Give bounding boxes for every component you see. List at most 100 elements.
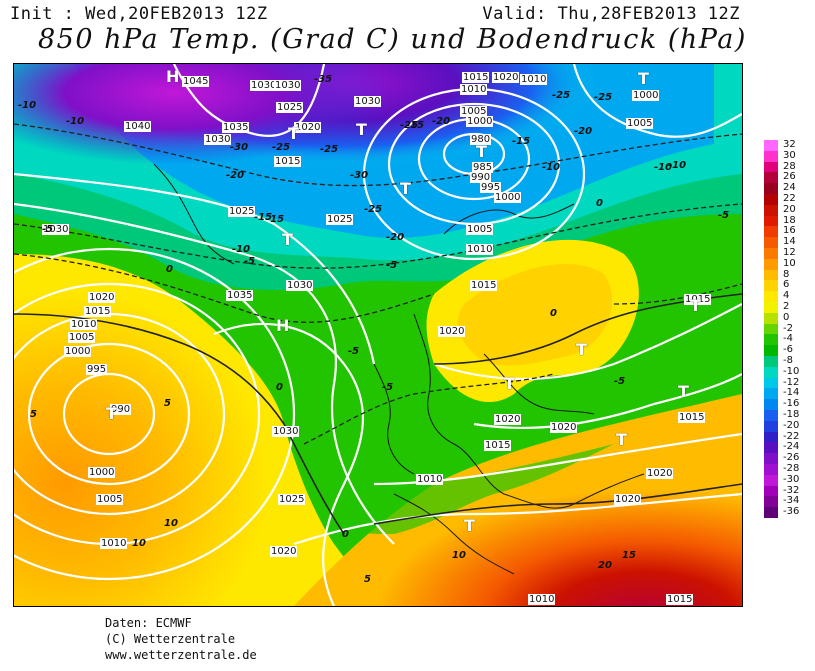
scale-label: 6	[783, 279, 790, 291]
scale-swatch	[764, 356, 778, 368]
website: www.wetterzentrale.de	[105, 648, 257, 662]
isotherm-label: 10	[164, 518, 178, 529]
isobar-label: 980	[470, 134, 492, 145]
scale-label: -36	[783, 506, 800, 518]
isobar-label: 1000	[632, 90, 660, 101]
isotherm-label: -10	[668, 160, 687, 171]
isobar-label: 1020	[494, 414, 522, 425]
isobar-label: 1015	[666, 594, 694, 605]
isobar-label: 1010	[100, 538, 128, 549]
isobar-label: 1025	[278, 494, 306, 505]
isobar-label: 1015	[678, 412, 706, 423]
isotherm-label: 0	[276, 382, 283, 393]
isobar-label: 995	[480, 182, 502, 193]
scale-swatch	[764, 431, 778, 443]
isobar-label: 1005	[96, 494, 124, 505]
scale-swatch	[764, 280, 778, 292]
isobar-label: 1020	[646, 468, 674, 479]
scale-swatch	[764, 150, 778, 163]
scale-swatch	[764, 323, 778, 335]
isobar-label: 1035	[222, 122, 250, 133]
scale-swatch	[764, 420, 778, 433]
isotherm-labels: -10 -10 -35 -30 -25 -25 -20 -15 -25 -25 …	[14, 64, 742, 606]
low-pressure-center: T	[282, 230, 293, 249]
scale-swatch	[764, 258, 778, 271]
isobar-label: 1015	[84, 306, 112, 317]
map-title: 850 hPa Temp. (Grad C) und Bodendruck (h…	[38, 24, 747, 55]
scale-swatch	[764, 302, 778, 314]
isobar-label: 1020	[438, 326, 466, 337]
isobar-label: 1000	[466, 116, 494, 127]
scale-swatch	[764, 366, 778, 379]
isotherm-label: -25	[594, 92, 613, 103]
isobar-label: 1025	[326, 214, 354, 225]
isobar-label: 985	[472, 162, 494, 173]
isobar-label: 1020	[88, 292, 116, 303]
isotherm-label: 5	[164, 398, 171, 409]
isobar-label: 1035	[226, 290, 254, 301]
scale-label: -6	[783, 344, 793, 356]
isotherm-label: 10	[452, 550, 466, 561]
scale-swatch	[764, 237, 778, 249]
isobar-label: 1005	[626, 118, 654, 129]
scale-label: -14	[783, 387, 800, 399]
isobar-label: 1000	[64, 346, 92, 357]
isotherm-label: -15	[266, 214, 285, 225]
scale-label: 22	[783, 193, 796, 204]
scale-label: -4	[783, 333, 793, 345]
scale-label: 30	[783, 149, 796, 161]
isotherm-label: -5	[614, 376, 626, 387]
isotherm-label: -5	[348, 346, 360, 357]
scale-swatch	[764, 204, 778, 217]
scale-label: 24	[783, 182, 796, 194]
low-pressure-center: T	[400, 179, 411, 198]
scale-swatch	[764, 485, 778, 497]
isotherm-label: -15	[406, 120, 425, 131]
isotherm-label: -10	[18, 100, 37, 111]
isotherm-label: 0	[166, 264, 173, 275]
scale-label: -22	[783, 430, 800, 442]
footer-credits: Daten: ECMWF (C) Wetterzentrale www.wett…	[105, 615, 257, 663]
scale-swatch	[764, 269, 778, 281]
isotherm-label: -25	[272, 142, 291, 153]
scale-swatch	[764, 291, 778, 303]
data-source: Daten: ECMWF	[105, 616, 192, 630]
scale-label: 32	[783, 139, 796, 150]
scale-label: -30	[783, 473, 800, 485]
isotherm-label: -15	[254, 212, 273, 223]
scale-label: 28	[783, 160, 796, 172]
scale-label: 2	[783, 301, 790, 312]
isobar-label: 990	[470, 172, 492, 183]
isobar-label: 1020	[550, 422, 578, 433]
scale-swatch	[764, 464, 778, 476]
isotherm-label: -25	[400, 120, 419, 131]
scale-label: -10	[783, 365, 800, 377]
isobar-label: 1030	[42, 224, 70, 235]
isobar-label: 1030	[250, 80, 278, 91]
isobar-label: 1015	[684, 294, 712, 305]
scale-swatch	[764, 194, 778, 206]
isotherm-label: 0	[596, 198, 603, 209]
scale-label: 4	[783, 290, 790, 302]
isobar-label: 1015	[462, 72, 490, 83]
isobar-label: 1020	[614, 494, 642, 505]
isobar-label: 1020	[270, 546, 298, 557]
isotherm-label: 20	[598, 560, 612, 571]
isotherm-label: -10	[542, 162, 561, 173]
isotherm-label: 10	[132, 538, 146, 549]
scale-swatch	[764, 215, 778, 227]
scale-swatch	[764, 410, 778, 422]
isotherm-label: -35	[314, 74, 333, 85]
pressure-centers: H H T T T T T T T T T T T T T	[14, 64, 742, 606]
isotherm-label: -30	[350, 170, 369, 181]
scale-swatch	[764, 334, 778, 346]
scale-label: -20	[783, 419, 800, 431]
isobar-label: 1005	[466, 224, 494, 235]
scale-label: 10	[783, 257, 796, 269]
isobar-label: 1010	[528, 594, 556, 605]
scale-label: -34	[783, 495, 800, 507]
isotherm-label: -20	[574, 126, 593, 137]
low-pressure-center: T	[678, 382, 689, 401]
isotherm-label: -30	[230, 142, 249, 153]
isobar-label: 1005	[460, 106, 488, 117]
